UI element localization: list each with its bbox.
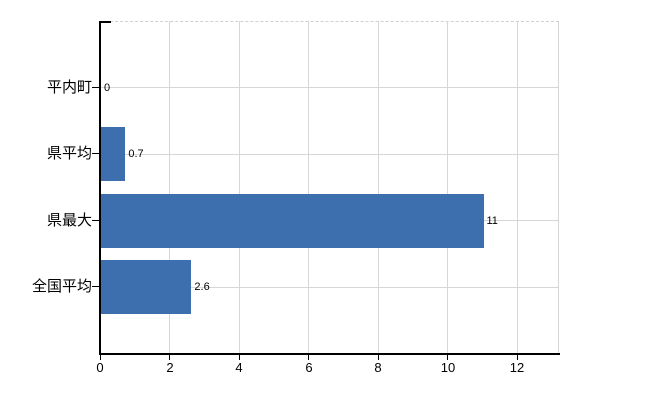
x-axis-tick	[99, 355, 101, 360]
x-tick-label-8: 8	[374, 360, 382, 375]
bar-value-label: 0.7	[128, 148, 144, 161]
vertical-gridline	[447, 21, 449, 354]
x-tick-label-6: 6	[305, 360, 313, 375]
horizontal-gridline	[100, 153, 559, 155]
x-tick-label-2: 2	[166, 360, 174, 375]
bar-県最大	[101, 193, 484, 248]
bar-value-label: 2.6	[194, 281, 210, 294]
category-label-pref-average: 県平均	[46, 145, 92, 162]
x-axis-line	[99, 353, 560, 355]
category-label-hiranai: 平内町	[46, 79, 92, 96]
vertical-gridline	[308, 21, 310, 354]
x-axis-tick	[377, 355, 379, 360]
x-tick-label-12: 12	[509, 360, 525, 375]
x-axis-tick	[238, 355, 240, 360]
plot-area: 0 0.7 11 2.6	[100, 21, 559, 354]
x-axis-tick	[308, 355, 310, 360]
bar-県平均	[101, 127, 126, 182]
y-axis-tick	[92, 286, 99, 288]
x-tick-label-0: 0	[96, 360, 104, 375]
y-axis-tick	[92, 153, 99, 155]
bar-value-label: 0	[104, 81, 111, 94]
vertical-gridline	[238, 21, 240, 354]
horizontal-gridline	[100, 286, 559, 288]
y-axis-tick	[92, 86, 99, 88]
vertical-gridline	[377, 21, 379, 354]
vertical-gridline	[516, 21, 518, 354]
x-tick-label-4: 4	[235, 360, 243, 375]
bar-value-label: 11	[486, 214, 498, 227]
category-label-pref-max: 県最大	[46, 212, 92, 229]
y-axis-line	[99, 21, 101, 355]
x-axis-tick	[447, 355, 449, 360]
category-label-national-avg: 全国平均	[31, 278, 92, 295]
horizontal-gridline	[100, 87, 559, 89]
y-axis-top-tick	[101, 21, 111, 23]
plot-top-border	[100, 21, 559, 22]
plot-right-border	[558, 21, 559, 354]
x-tick-label-10: 10	[440, 360, 456, 375]
vertical-gridline	[169, 21, 171, 354]
bar-全国平均	[101, 260, 192, 315]
x-axis-tick	[169, 355, 171, 360]
x-axis-tick	[516, 355, 518, 360]
y-axis-tick	[92, 219, 99, 221]
